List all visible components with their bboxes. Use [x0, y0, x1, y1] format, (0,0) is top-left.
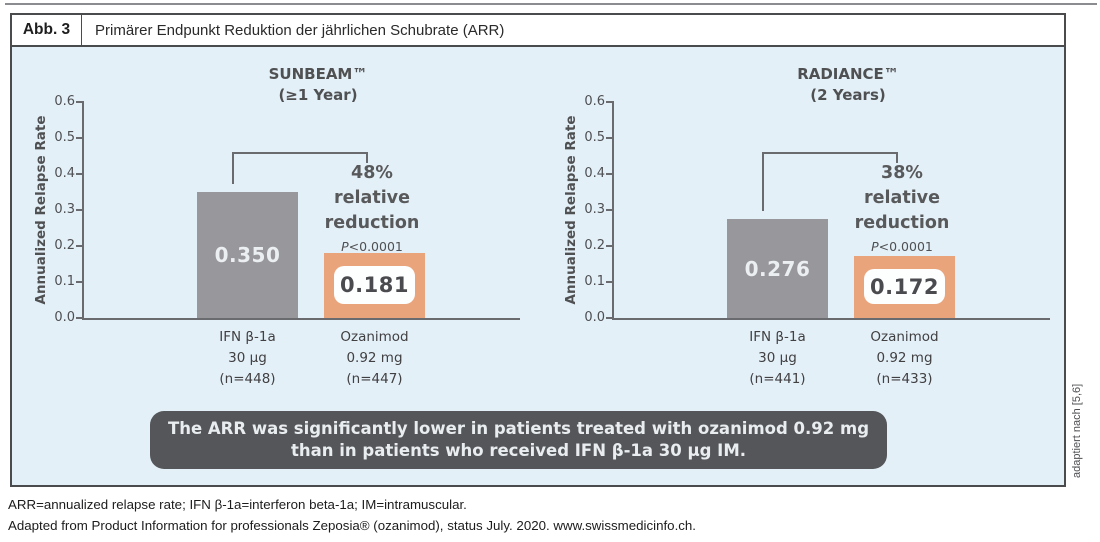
bar-ozanimod: 0.181 [324, 253, 425, 318]
adapted-from-note: adaptiert nach [5,6] [1071, 383, 1083, 478]
x-axis-line [82, 318, 520, 320]
figure-title: Primärer Endpunkt Reduktion der jährlich… [95, 21, 505, 39]
sample-size: (n=448) [219, 371, 276, 387]
y-tick-mark [606, 101, 614, 103]
comparison-bracket [232, 152, 368, 154]
y-tick-label: 0.1 [54, 274, 75, 289]
sample-size: (n=441) [749, 371, 806, 387]
y-tick-mark [606, 137, 614, 139]
y-tick-mark [76, 281, 84, 283]
drug-name: Ozanimod [870, 329, 939, 345]
reduction-label: relative reduction [854, 188, 950, 233]
y-tick-label: 0.6 [54, 94, 75, 109]
y-tick-label: 0.3 [584, 202, 605, 217]
footnotes: ARR=annualized relapse rate; IFN β-1a=in… [8, 495, 696, 536]
bar-ifn-beta-1a: 0.350 [197, 192, 298, 318]
dose: 0.92 mg [876, 350, 933, 366]
y-tick-label: 0.3 [54, 202, 75, 217]
bar-ifn-beta-1a: 0.276 [727, 219, 828, 318]
highlight-value-box: 0.172 [864, 269, 945, 304]
comparison-bracket-right-leg [896, 152, 898, 163]
figure-panel: SUNBEAM™ (≥1 Year) Annualized Relapse Ra… [10, 45, 1066, 487]
bar-value-label: 0.276 [744, 256, 811, 281]
bar-value-label: 0.172 [870, 274, 939, 299]
study-duration: (2 Years) [810, 86, 886, 104]
y-tick-label: 0.0 [584, 310, 605, 325]
category-label-ifn: IFN β-1a 30 µg (n=448) [182, 327, 313, 390]
y-tick-label: 0.1 [584, 274, 605, 289]
reduction-label: relative reduction [324, 188, 420, 233]
y-tick-mark [76, 173, 84, 175]
study-duration: (≥1 Year) [278, 86, 358, 104]
y-tick-label: 0.6 [584, 94, 605, 109]
comparison-bracket-left-leg [232, 152, 234, 184]
dose: 0.92 mg [346, 350, 403, 366]
abbreviations-note: ARR=annualized relapse rate; IFN β-1a=in… [8, 497, 467, 512]
category-label-ozanimod: Ozanimod 0.92 mg (n=433) [839, 327, 970, 390]
y-tick-label: 0.2 [54, 238, 75, 253]
p-value: P<0.0001 [272, 239, 472, 254]
highlight-value-box: 0.181 [334, 266, 415, 304]
y-tick-mark [606, 281, 614, 283]
y-tick-label: 0.4 [54, 166, 75, 181]
reduction-percent: 48% [351, 163, 393, 183]
summary-callout: The ARR was significantly lower in patie… [150, 411, 887, 469]
drug-name: IFN β-1a [219, 329, 276, 345]
bar-value-label: 0.350 [214, 243, 281, 267]
y-tick-label: 0.0 [54, 310, 75, 325]
y-tick-mark [76, 245, 84, 247]
reduction-annotation: 38% relative reduction P<0.0001 [802, 160, 1002, 254]
y-tick-mark [606, 245, 614, 247]
y-tick-mark [76, 209, 84, 211]
category-label-ifn: IFN β-1a 30 µg (n=441) [712, 327, 843, 390]
bar-ozanimod: 0.172 [854, 256, 955, 318]
summary-line-2: than in patients who received IFN β-1a 3… [290, 441, 747, 460]
y-axis-line [82, 102, 84, 320]
top-divider-rule [5, 3, 1097, 5]
comparison-bracket-right-leg [366, 152, 368, 163]
category-label-ozanimod: Ozanimod 0.92 mg (n=447) [309, 327, 440, 390]
comparison-bracket-left-leg [762, 152, 764, 211]
p-number: <0.0001 [348, 239, 403, 254]
figure-label: Abb. 3 [12, 15, 82, 45]
study-name: RADIANCE™ [797, 65, 899, 83]
chart-title: RADIANCE™ (2 Years) [718, 64, 978, 106]
y-tick-mark [76, 317, 84, 319]
y-axis-line [612, 102, 614, 320]
bar-value-label: 0.181 [340, 273, 409, 297]
y-tick-mark [606, 317, 614, 319]
y-tick-label: 0.4 [584, 166, 605, 181]
study-name: SUNBEAM™ [268, 65, 368, 83]
dose: 30 µg [228, 350, 267, 366]
y-tick-label: 0.5 [54, 130, 75, 145]
p-symbol: P [871, 239, 879, 254]
y-tick-label: 0.5 [584, 130, 605, 145]
y-tick-mark [606, 173, 614, 175]
y-tick-label: 0.2 [584, 238, 605, 253]
sample-size: (n=433) [876, 371, 933, 387]
comparison-bracket [762, 152, 898, 154]
drug-name: Ozanimod [340, 329, 409, 345]
figure-header: Abb. 3 Primärer Endpunkt Reduktion der j… [10, 13, 1066, 47]
chart-radiance: RADIANCE™ (2 Years) Annualized Relapse R… [542, 47, 1064, 485]
p-value: P<0.0001 [802, 239, 1002, 254]
source-note: Adapted from Product Information for pro… [8, 517, 696, 533]
summary-line-1: The ARR was significantly lower in patie… [167, 419, 870, 438]
p-number: <0.0001 [878, 239, 933, 254]
p-symbol: P [341, 239, 349, 254]
y-tick-mark [76, 137, 84, 139]
sample-size: (n=447) [346, 371, 403, 387]
drug-name: IFN β-1a [749, 329, 806, 345]
y-tick-mark [606, 209, 614, 211]
y-tick-mark [76, 101, 84, 103]
reduction-annotation: 48% relative reduction P<0.0001 [272, 160, 472, 254]
dose: 30 µg [758, 350, 797, 366]
chart-sunbeam: SUNBEAM™ (≥1 Year) Annualized Relapse Ra… [12, 47, 542, 485]
reduction-percent: 38% [881, 163, 923, 183]
x-axis-line [612, 318, 1050, 320]
chart-title: SUNBEAM™ (≥1 Year) [188, 64, 448, 106]
